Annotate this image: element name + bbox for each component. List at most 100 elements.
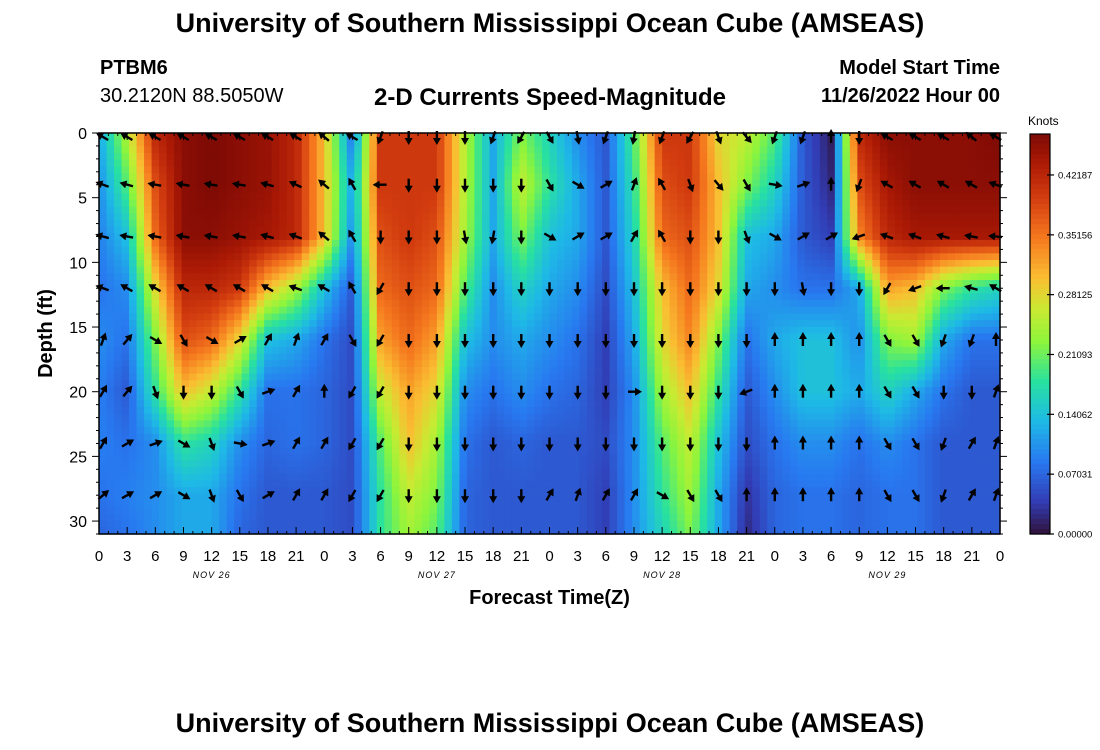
heatmap-cell [977,153,986,161]
heatmap-cell [932,193,941,201]
heatmap-cell [722,373,731,381]
heatmap-cell [812,133,821,141]
heatmap-cell [196,146,205,154]
heatmap-cell [429,199,438,208]
heatmap-cell [451,133,460,141]
heatmap-cell [549,273,558,281]
heatmap-cell [129,253,138,261]
heatmap-cell [639,300,648,308]
heatmap-cell [234,373,243,381]
heatmap-cell [782,166,791,174]
heatmap-cell [992,293,1001,301]
heatmap-cell [684,353,693,361]
heatmap-cell [459,246,468,254]
heatmap-cell [564,213,573,221]
heatmap-cell [526,366,536,375]
heatmap-cell [669,199,678,208]
heatmap-cell [421,233,430,241]
heatmap-cell [519,139,528,147]
heatmap-cell [834,386,843,395]
heatmap-cell [819,306,828,315]
heatmap-cell [421,166,430,174]
heatmap-cell [549,366,558,375]
heatmap-cell [677,380,686,388]
heatmap-cell [106,139,115,147]
heatmap-cell [924,219,934,228]
heatmap-cell [849,173,858,181]
heatmap-cell [699,320,708,328]
heatmap-cell [376,246,385,254]
heatmap-cell [534,380,543,388]
heatmap-cell [579,199,588,208]
heatmap-cell [316,186,325,194]
heatmap-cell [339,133,348,141]
heatmap-cell [361,179,370,188]
heatmap-cell [774,193,783,201]
heatmap-cell [339,313,348,321]
heatmap-cell [286,306,295,315]
heatmap-cell [189,333,198,341]
heatmap-cell [264,373,273,381]
heatmap-cell [451,226,460,234]
heatmap-cell [647,166,656,174]
heatmap-cell [722,206,731,214]
heatmap-cell [849,153,858,161]
heatmap-cell [842,213,851,221]
heatmap-cell [812,173,821,181]
heatmap-cell [669,146,678,154]
heatmap-cell [121,293,130,301]
heatmap-cell [789,366,798,375]
heatmap-cell [361,233,370,241]
heatmap-cell [654,193,663,201]
heatmap-cell [504,366,513,375]
heatmap-cell [909,346,919,355]
heatmap-cell [662,213,671,221]
heatmap-cell [331,206,340,214]
heatmap-cell [632,133,641,141]
heatmap-cell [496,179,506,188]
heatmap-cell [797,360,806,368]
heatmap-cell [496,407,506,415]
heatmap-cell [864,273,873,281]
heatmap-cell [684,259,693,268]
heatmap-cell [842,333,851,341]
heatmap-cell [677,139,686,147]
heatmap-cell [399,179,408,188]
heatmap-cell [804,226,813,234]
heatmap-cell [444,206,453,214]
heatmap-cell [579,273,588,281]
heatmap-cell [834,206,843,214]
heatmap-cell [436,233,445,241]
heatmap-cell [369,206,378,214]
heatmap-cell [219,300,228,308]
heatmap-cell [541,266,551,274]
heatmap-cell [361,239,370,248]
heatmap-cell [451,186,460,194]
heatmap-cell [444,293,453,301]
heatmap-cell [249,280,258,288]
heatmap-cell [639,259,648,268]
heatmap-cell [534,340,543,348]
heatmap-cell [902,226,911,234]
heatmap-cell [316,173,325,181]
heatmap-cell [902,219,911,228]
heatmap-cell [286,326,295,335]
heatmap-cell [579,366,588,375]
heatmap-cell [572,280,581,288]
heatmap-cell [174,340,183,348]
heatmap-cell [309,259,318,268]
heatmap-cell [879,320,888,328]
heatmap-cell [759,346,768,355]
heatmap-cell [879,366,888,375]
heatmap-cell [106,239,115,248]
heatmap-cell [121,146,130,154]
heatmap-cell [804,219,813,228]
heatmap-cell [496,333,506,341]
heatmap-cell [279,139,288,147]
heatmap-cell [526,386,536,395]
heatmap-cell [782,213,791,221]
heatmap-cell [677,219,686,228]
heatmap-cell [256,333,265,341]
heatmap-cell [256,320,265,328]
heatmap-cell [279,146,288,154]
